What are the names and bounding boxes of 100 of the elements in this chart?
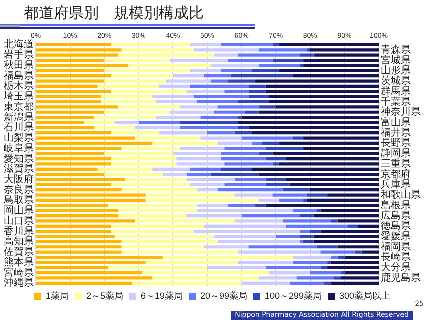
bar xyxy=(328,194,379,197)
bar xyxy=(190,168,222,171)
bar xyxy=(156,116,201,120)
bar xyxy=(266,90,379,94)
bar xyxy=(252,132,379,135)
bar xyxy=(101,95,153,98)
bar xyxy=(36,194,146,197)
bar xyxy=(256,204,266,208)
bar xyxy=(218,106,259,109)
bar xyxy=(111,157,177,161)
bar xyxy=(300,235,314,238)
bar xyxy=(118,209,198,212)
bar xyxy=(320,250,355,254)
bar xyxy=(36,80,105,83)
bar xyxy=(296,276,334,280)
bar xyxy=(36,152,105,156)
bar xyxy=(104,110,170,114)
bar xyxy=(280,198,304,202)
bar xyxy=(258,64,300,68)
bar xyxy=(317,246,338,249)
bar xyxy=(36,214,118,218)
bar xyxy=(330,261,379,264)
bar xyxy=(204,246,249,249)
bar xyxy=(214,235,276,238)
bar xyxy=(104,152,174,156)
y-tick-label: 福岡県 xyxy=(381,240,411,253)
bar xyxy=(186,173,211,176)
bar xyxy=(104,80,166,83)
bar xyxy=(272,194,307,197)
bar xyxy=(210,80,228,83)
bar xyxy=(197,100,238,104)
bar xyxy=(224,90,249,94)
bar xyxy=(314,214,379,218)
bar xyxy=(256,80,379,83)
y-tick-label: 栃木県 xyxy=(4,80,34,92)
bar xyxy=(108,266,208,270)
bar xyxy=(204,224,286,228)
bar xyxy=(258,152,273,156)
bar xyxy=(190,43,222,47)
bar xyxy=(320,209,379,212)
bar xyxy=(208,132,235,135)
bar xyxy=(166,80,211,83)
bar xyxy=(36,256,163,260)
bar xyxy=(36,246,122,249)
y-tick-label: 岡山県 xyxy=(4,204,34,217)
bar xyxy=(262,142,280,146)
y-tick-label: 奈良県 xyxy=(4,184,34,196)
bar xyxy=(36,84,98,88)
bar xyxy=(272,58,304,62)
bar xyxy=(221,168,252,171)
bar xyxy=(36,54,118,57)
bar xyxy=(208,266,266,270)
bar xyxy=(36,276,153,280)
bar xyxy=(111,183,190,186)
y-tick-label: 神奈川県 xyxy=(381,106,421,118)
bar xyxy=(224,162,273,166)
bar xyxy=(135,136,201,140)
bar xyxy=(242,136,294,140)
bar xyxy=(238,116,242,120)
y-tick-label: 新潟県 xyxy=(4,111,34,124)
bar xyxy=(300,240,304,244)
bar xyxy=(36,136,136,140)
bar xyxy=(344,271,379,275)
bar xyxy=(238,126,249,130)
bar xyxy=(36,48,122,52)
bar xyxy=(36,121,84,124)
bar xyxy=(286,224,348,228)
bar xyxy=(36,250,122,254)
bar xyxy=(272,162,280,166)
bar xyxy=(186,178,235,182)
bar xyxy=(272,152,379,156)
bar xyxy=(362,250,379,254)
bar xyxy=(36,110,105,114)
bar xyxy=(238,261,294,264)
y-tick-label: 北海道 xyxy=(4,38,34,51)
bar xyxy=(108,204,198,208)
bar xyxy=(218,240,300,244)
bar xyxy=(338,220,379,223)
bar xyxy=(36,157,112,161)
y-tick-label: 富山県 xyxy=(381,116,411,128)
bar xyxy=(314,235,379,238)
bar xyxy=(232,74,294,78)
bar xyxy=(280,69,379,72)
bar xyxy=(221,69,252,72)
bar xyxy=(36,282,132,285)
bar xyxy=(290,183,379,186)
bar xyxy=(36,183,112,186)
bar xyxy=(146,261,238,264)
bar xyxy=(176,157,222,161)
y-tick-label: 愛媛県 xyxy=(381,230,411,243)
y-tick-label: 長崎県 xyxy=(381,251,411,264)
bar xyxy=(304,198,307,202)
bar xyxy=(36,188,122,192)
y-tick-label: 山口県 xyxy=(4,214,34,227)
bar xyxy=(334,276,342,280)
bar xyxy=(122,240,218,244)
y-tick-label: 佐賀県 xyxy=(4,246,34,258)
bar xyxy=(36,132,112,135)
legend-label: 6～19薬局 xyxy=(140,290,183,301)
bar xyxy=(36,74,112,78)
